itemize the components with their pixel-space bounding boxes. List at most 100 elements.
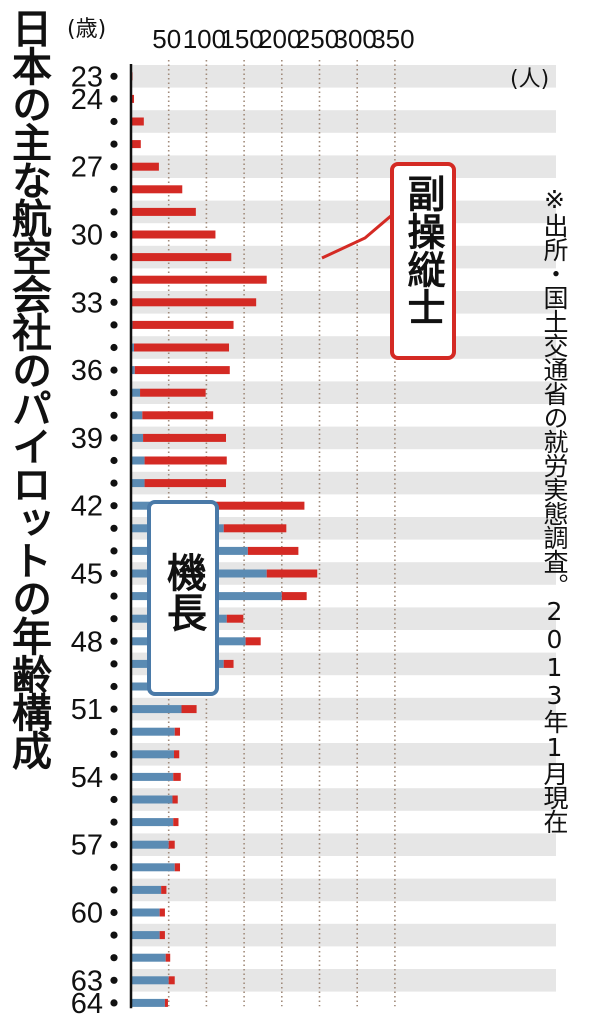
row-stripe [131, 426, 556, 450]
y-tick-label: 24 [71, 84, 103, 116]
age-dot [110, 117, 118, 126]
bar-copilot [143, 433, 227, 442]
age-dot [110, 479, 118, 487]
bar-copilot [131, 275, 267, 284]
copilot-label: 副操縦士 [401, 174, 445, 326]
bar-captain [131, 818, 174, 827]
bar-copilot [131, 162, 159, 171]
y-tick-label: 27 [71, 152, 103, 184]
age-dot [110, 615, 118, 623]
bar-captain [131, 366, 135, 375]
age-dot [110, 660, 118, 668]
bar-copilot [247, 546, 299, 555]
bar-copilot [131, 140, 141, 149]
bar-captain [131, 998, 165, 1007]
bar-copilot [140, 388, 206, 397]
age-dot [110, 276, 118, 284]
bar-captain [131, 885, 162, 894]
age-dot [110, 705, 118, 713]
bar-copilot [134, 343, 230, 352]
bar-captain [131, 705, 182, 714]
row-stripe [131, 833, 556, 856]
bar-copilot [173, 772, 181, 781]
row-stripe [131, 65, 556, 88]
bar-copilot [223, 524, 287, 533]
x-tick-label: 350 [371, 24, 414, 54]
chart-title: 日本の主な航空会社のパイロットの年齢構成 [5, 8, 51, 768]
x-tick-label: 100 [183, 24, 226, 54]
bar-captain [131, 908, 160, 917]
bar-copilot [168, 976, 175, 985]
bar-captain [131, 840, 169, 849]
age-dot [110, 841, 118, 849]
x-tick-label: 250 [296, 24, 339, 54]
row-stripe [131, 697, 556, 721]
age-dot [110, 411, 118, 419]
row-stripe [131, 788, 556, 811]
bar-captain [131, 433, 144, 442]
age-dot [110, 185, 118, 193]
bar-copilot [131, 298, 257, 307]
age-dot [110, 773, 118, 781]
age-dot [110, 389, 118, 397]
age-dot [110, 908, 118, 917]
age-dot [110, 976, 118, 984]
y-tick-label: 45 [71, 559, 103, 591]
copilot-leader-line [321, 213, 393, 260]
age-dot [110, 502, 118, 510]
bar-captain [131, 795, 173, 804]
row-stripe [131, 607, 556, 630]
y-tick-label: 42 [71, 491, 103, 523]
x-tick-label: 150 [220, 24, 263, 54]
y-tick-label: 48 [71, 626, 103, 658]
age-dot [110, 524, 118, 532]
bar-captain [131, 456, 145, 465]
bar-captain [131, 953, 166, 962]
age-dot [110, 682, 118, 691]
bar-copilot [142, 411, 214, 420]
row-stripe [131, 969, 556, 992]
row-stripe [131, 155, 556, 178]
bar-copilot [132, 320, 234, 329]
bar-copilot [245, 637, 261, 646]
captain-label: 機長 [160, 552, 206, 632]
captain-callout: 機長 [147, 500, 219, 696]
row-stripe [131, 743, 556, 766]
bar-copilot [173, 750, 180, 759]
age-dot [110, 434, 118, 442]
bar-captain [131, 931, 160, 940]
age-dot [110, 298, 118, 306]
bar-copilot [174, 863, 181, 872]
age-dot [110, 863, 118, 871]
bar-captain [131, 976, 169, 985]
y-tick-label: 60 [71, 898, 103, 930]
y-tick-label: 54 [71, 762, 103, 794]
age-dot [110, 163, 118, 171]
bar-copilot [172, 501, 305, 510]
bar-copilot [131, 117, 144, 126]
y-tick-label: 30 [71, 220, 103, 252]
source-note: ※出所・国土交通省の就労実態調査。2013年1月現在 [540, 185, 569, 833]
age-dot [110, 954, 118, 962]
bar-copilot [131, 185, 183, 194]
row-stripe [131, 878, 556, 902]
age-dot [110, 795, 118, 804]
row-stripe [131, 381, 556, 404]
age-dot [110, 999, 118, 1007]
age-dot [110, 230, 118, 239]
bar-copilot [174, 727, 181, 736]
age-dot [110, 750, 118, 758]
age-dot [110, 253, 118, 261]
age-dot [110, 72, 118, 80]
bar-captain [131, 343, 135, 352]
bar-copilot [144, 479, 227, 488]
y-tick-label: 39 [71, 423, 103, 455]
bar-copilot [161, 885, 167, 894]
bar-copilot [159, 931, 165, 940]
age-dot [110, 208, 118, 216]
row-stripe [131, 517, 556, 540]
age-dot [110, 886, 118, 894]
bar-captain [131, 727, 175, 736]
